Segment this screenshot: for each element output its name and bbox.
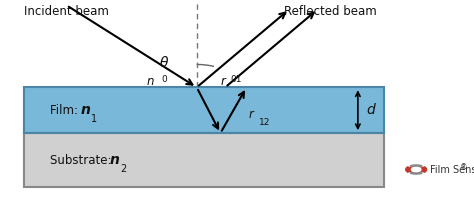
Text: r: r (249, 108, 254, 121)
Text: Incident beam: Incident beam (24, 5, 109, 18)
Text: 12: 12 (259, 118, 271, 127)
Polygon shape (410, 165, 422, 170)
Text: 0: 0 (161, 75, 167, 84)
Text: θ: θ (159, 56, 168, 71)
Polygon shape (416, 167, 427, 172)
Polygon shape (410, 170, 422, 174)
Text: n: n (81, 103, 91, 117)
Bar (24, 133, 384, 187)
Bar (24, 87, 384, 133)
Text: ®: ® (460, 163, 467, 172)
Text: Reflected beam: Reflected beam (284, 5, 377, 18)
Text: n: n (110, 153, 120, 167)
Text: 2: 2 (120, 164, 127, 174)
Text: d: d (366, 103, 375, 117)
Text: Film Sense: Film Sense (430, 165, 474, 175)
Text: r: r (220, 75, 225, 88)
Text: 1: 1 (91, 114, 97, 124)
Text: n: n (146, 75, 154, 88)
Text: Substrate:: Substrate: (50, 154, 115, 167)
Circle shape (411, 167, 421, 172)
Text: 01: 01 (231, 75, 242, 84)
Polygon shape (406, 167, 416, 172)
Text: Film:: Film: (50, 104, 82, 117)
